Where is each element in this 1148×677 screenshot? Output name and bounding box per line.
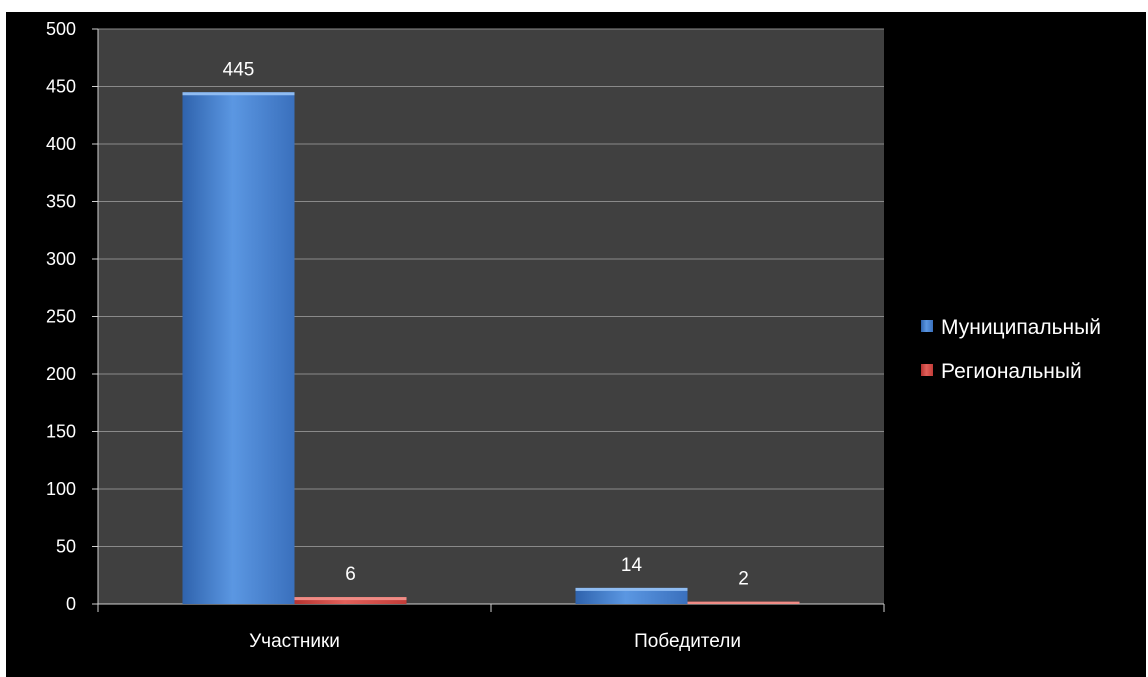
bar <box>182 92 295 604</box>
y-tick-label: 400 <box>46 134 76 154</box>
y-tick-label: 500 <box>46 19 76 39</box>
category-label: Победители <box>634 631 741 652</box>
bar-chart: 0 50 100 150 200 250 300 350 400 450 500 445 6 Участ… <box>6 12 1146 677</box>
bar-highlight <box>575 587 688 591</box>
data-label: 445 <box>223 59 255 80</box>
bar-highlight <box>182 92 295 96</box>
category-label: Участники <box>249 631 340 652</box>
legend-label: Муниципальный <box>941 316 1101 339</box>
legend-label: Региональный <box>941 360 1082 383</box>
y-tick-label: 50 <box>56 537 76 557</box>
y-tick-label: 150 <box>46 422 76 442</box>
legend-swatch <box>921 320 933 332</box>
bar-highlight <box>687 601 800 604</box>
y-tick-label: 100 <box>46 479 76 499</box>
y-tick-label: 200 <box>46 364 76 384</box>
bar <box>294 597 407 604</box>
bar-highlight <box>294 597 407 601</box>
legend-swatch <box>921 364 933 376</box>
y-tick-label: 250 <box>46 307 76 327</box>
bar <box>575 587 688 604</box>
data-label: 6 <box>345 564 356 585</box>
y-tick-label: 300 <box>46 249 76 269</box>
data-label: 2 <box>738 569 749 590</box>
data-label: 14 <box>621 555 643 576</box>
chart-svg: 0 50 100 150 200 250 300 350 400 450 500 445 6 Участ… <box>46 19 1101 652</box>
y-tick-label: 350 <box>46 192 76 212</box>
y-tick-label: 450 <box>46 77 76 97</box>
y-tick-label: 0 <box>66 594 76 614</box>
